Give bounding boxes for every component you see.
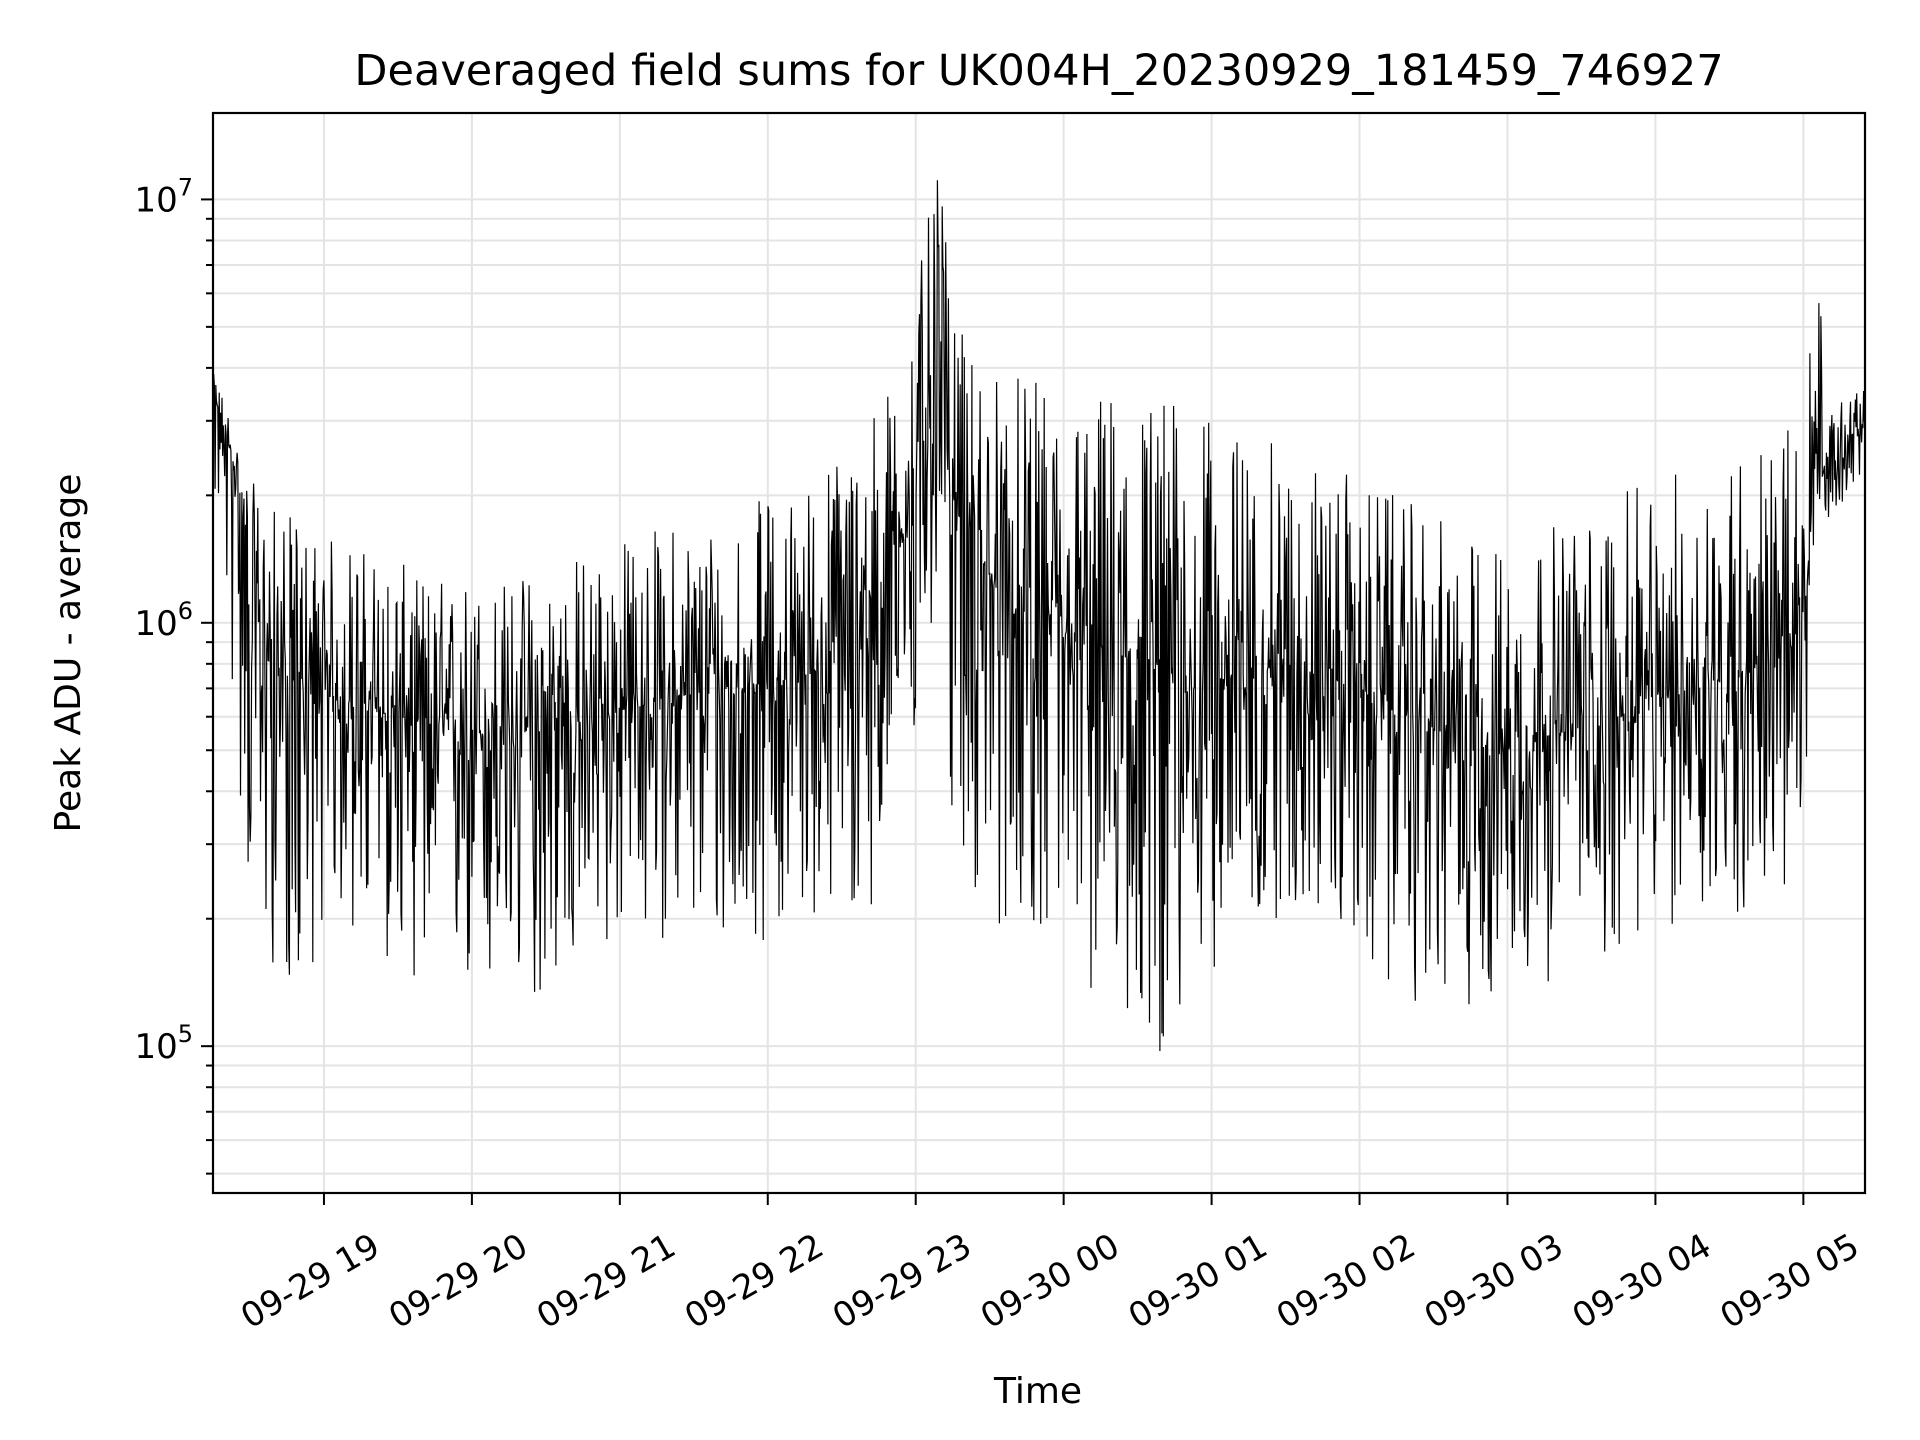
y-tick-label: 105 xyxy=(134,1020,193,1067)
x-tick-label: 09-30 01 xyxy=(1122,1226,1274,1337)
x-tick-label: 09-30 00 xyxy=(974,1226,1126,1337)
plot-frame xyxy=(211,111,1867,1195)
series-layer xyxy=(212,180,1866,1052)
series-line xyxy=(212,180,1866,1052)
x-tick-label: 09-29 19 xyxy=(234,1226,386,1337)
x-tick-label: 09-29 21 xyxy=(530,1226,682,1337)
x-tick-label: 09-30 02 xyxy=(1270,1226,1422,1337)
y-tick-label: 107 xyxy=(134,173,193,220)
x-tick-label: 09-29 22 xyxy=(678,1226,830,1337)
x-tick-label: 09-30 05 xyxy=(1714,1226,1866,1337)
chart-title: Deaveraged field sums for UK004H_2023092… xyxy=(354,46,1723,96)
x-axis-label: Time xyxy=(993,1371,1082,1412)
x-tick-label: 09-30 04 xyxy=(1566,1226,1718,1337)
x-tick-label: 09-29 23 xyxy=(826,1226,978,1337)
x-tick-label: 09-30 03 xyxy=(1418,1226,1570,1337)
x-tick-label: 09-29 20 xyxy=(382,1226,534,1337)
y-tick-label: 106 xyxy=(134,597,193,644)
y-axis-label: Peak ADU - average xyxy=(48,474,89,833)
y-axis: 105 106 107 xyxy=(134,173,213,1175)
